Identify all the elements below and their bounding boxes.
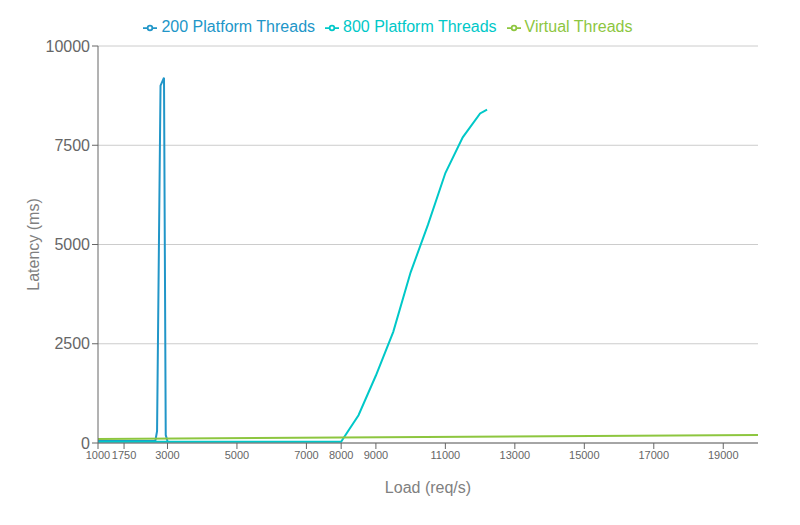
svg-text:Load (req/s): Load (req/s) [385, 479, 471, 496]
svg-text:17000: 17000 [638, 449, 669, 461]
svg-text:10000: 10000 [46, 38, 91, 55]
svg-text:7500: 7500 [54, 137, 90, 154]
svg-text:Latency (ms): Latency (ms) [25, 198, 42, 290]
html-text:200 Platform Threads: 200 Platform Threads [161, 18, 315, 35]
svg-text:5000: 5000 [225, 449, 249, 461]
svg-text:0: 0 [81, 435, 90, 452]
svg-text:15000: 15000 [569, 449, 600, 461]
svg-text:1750: 1750 [112, 449, 136, 461]
svg-text:11000: 11000 [430, 449, 460, 461]
svg-text:13000: 13000 [500, 449, 531, 461]
svg-text:3000: 3000 [155, 449, 179, 461]
svg-text:2500: 2500 [54, 335, 90, 352]
html-text:800 Platform Threads: 800 Platform Threads [343, 18, 497, 35]
svg-text:1000: 1000 [85, 448, 111, 461]
svg-text:5000: 5000 [54, 236, 90, 253]
html-text:Virtual Threads: Virtual Threads [524, 18, 633, 35]
svg-text:8000: 8000 [329, 449, 353, 461]
svg-text:9000: 9000 [364, 449, 388, 461]
svg-text:19000: 19000 [708, 449, 739, 461]
svg-text:7000: 7000 [294, 449, 318, 461]
